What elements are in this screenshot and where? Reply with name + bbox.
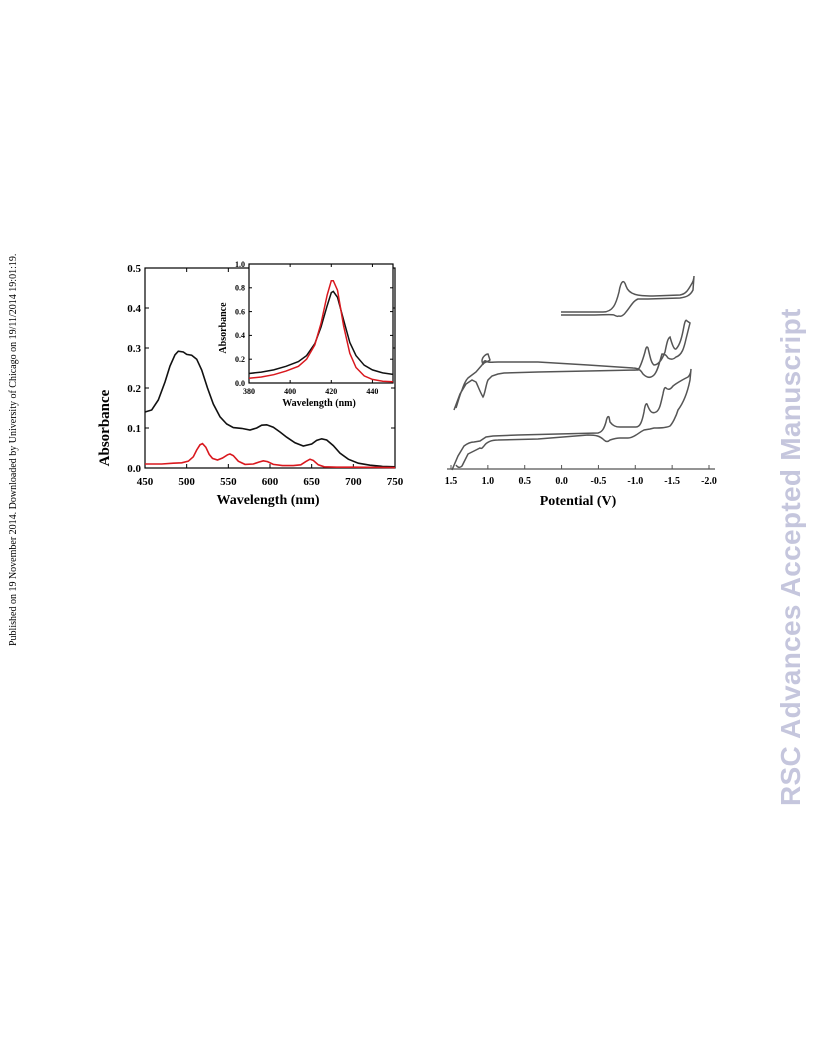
x-tick-label: 380 [243,387,255,396]
cv-tick-labels: 1.5 1.0 0.5 0.0 -0.5 -1.0 -1.5 -2.0 [445,476,717,487]
y-tick-label: 0.3 [127,343,141,355]
publication-note: Published on 19 November 2014. Downloade… [8,253,19,646]
y-tick-label: 0.4 [235,331,245,340]
cv-x-axis [447,465,715,470]
cv-trace-bottom [451,368,692,471]
manuscript-watermark: RSC Advances Accepted Manuscript [775,308,806,806]
inset-chart: Absorbance Wavelength (nm) 380 400 420 440 0… [218,260,394,409]
y-tick-label: 0.4 [127,303,141,315]
series-line-red [145,442,396,469]
x-tick-label: 700 [345,476,362,488]
cv-tick-label: 1.5 [445,476,458,487]
y-axis-label: Absorbance [97,389,113,466]
cv-trace-middle [453,319,691,411]
x-tick-label: 750 [387,476,404,488]
x-tick-label: 500 [178,476,195,488]
y-tick-label: 0.2 [127,383,141,395]
y-tick-label: 0.8 [235,284,245,293]
tick-labels: 450 500 550 600 650 700 750 0.0 0.1 0.2 0.3 0.4 0.5 [127,263,404,488]
voltammogram-chart: 1.5 1.0 0.5 0.0 -0.5 -1.0 -1.5 -2.0 Potential (… [445,275,717,509]
cv-tick-label: 0.5 [518,476,531,487]
y-tick-label: 0.1 [127,423,141,435]
cv-tick-label: -1.0 [627,476,643,487]
x-tick-label: 440 [366,387,378,396]
cv-tick-label: 0.0 [555,476,568,487]
y-tick-label: 0.6 [235,307,245,316]
series-line-black [248,290,394,376]
y-tick-label: 0.0 [235,379,245,388]
x-tick-label: 600 [262,476,279,488]
x-tick-label: 650 [303,476,320,488]
series-line-red [248,279,394,383]
x-tick-label: 400 [284,387,296,396]
series-lines [144,350,396,469]
inset-x-axis-label: Wavelength (nm) [282,398,356,409]
cv-traces [451,275,695,471]
y-tick-label: 0.5 [127,263,141,275]
series-line-black [144,350,396,468]
x-tick-label: 420 [325,387,337,396]
cv-tick-label: -2.0 [701,476,717,487]
cv-tick-label: -0.5 [591,476,607,487]
y-tick-label: 0.0 [127,463,141,475]
inset-tick-labels: 380 400 420 440 0.0 0.2 0.4 0.6 0.8 1.0 [235,260,378,396]
cv-tick-label: 1.0 [482,476,495,487]
x-tick-label: 550 [220,476,237,488]
y-tick-label: 0.2 [235,355,245,364]
absorbance-chart: Absorbance Wavelength (nm) 450 500 550 600 6… [97,263,404,508]
y-tick-label: 1.0 [235,260,245,269]
inset-y-axis-label: Absorbance [218,302,229,354]
cv-trace-top [561,275,695,318]
x-axis-label: Wavelength (nm) [216,493,319,508]
inset-series-lines [248,279,394,383]
x-tick-label: 450 [137,476,154,488]
cv-x-axis-label: Potential (V) [540,494,617,509]
cv-tick-label: -1.5 [664,476,680,487]
